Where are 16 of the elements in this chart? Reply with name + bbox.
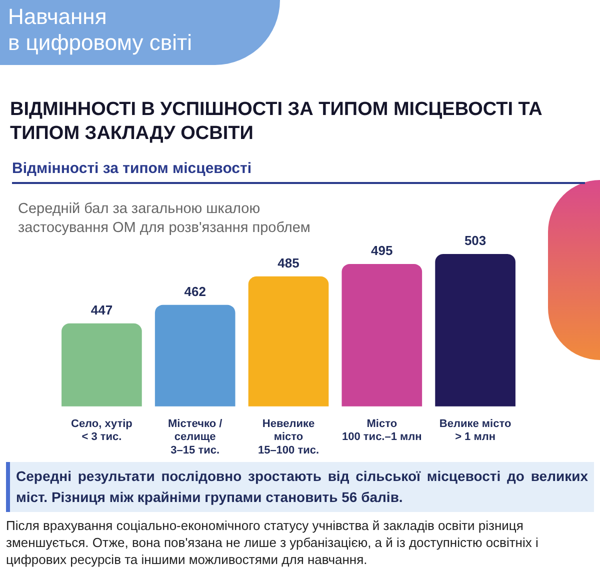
text: Навчання в цифровому світі <box>8 4 192 56</box>
x-tick-label: Невелике місто 15–100 тис. <box>258 418 320 456</box>
x-tick-label: Місто 100 тис.–1 млн <box>342 418 422 444</box>
x-tick-label: Містечко / селище 3–15 тис. <box>168 418 222 456</box>
annotation: Після врахування соціально-економічного статусу учнівства й закладів освіти різниця зменшується. Отже, вона пов'язана не лише з урбанізацією, а й із доступністю освітніх і цифрових ресурсів та іншими можливостями для навчання. <box>6 517 540 568</box>
data-label: 503 <box>464 233 486 248</box>
annotation: Середні результати послідовно зростають від сільської місцевості до великих міст. Різниця між крайніми групами становить 56 балів. <box>6 462 594 512</box>
data-label: 485 <box>278 255 300 270</box>
chart-subtitle: Відмінності за типом місцевості <box>12 160 585 184</box>
data-label: 462 <box>184 284 206 299</box>
data-label: 447 <box>90 302 113 318</box>
x-tick-label: Велике місто > 1 млн <box>439 418 512 444</box>
x-tick-label: Село, хутір < 3 тис. <box>70 418 133 444</box>
data-label: 495 <box>371 243 393 258</box>
y-axis-title: Середній бал за загальною шкалою застосування ОМ для розв'язання проблем <box>18 200 312 238</box>
chart-title: ВІДМІННОСТІ В УСПІШНОСТІ ЗА ТИПОМ МІСЦЕВОСТІ ТА ТИПОМ ЗАКЛАДУ ОСВІТИ <box>10 98 544 146</box>
